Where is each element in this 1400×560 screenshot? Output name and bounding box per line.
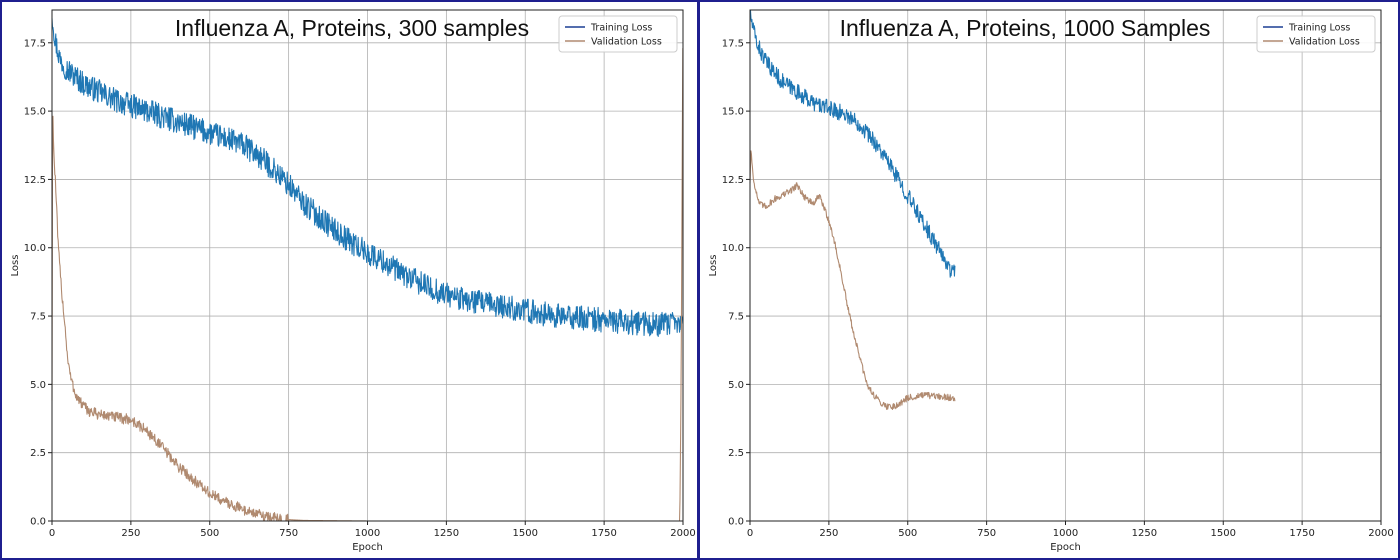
y-tick-label: 0.0 xyxy=(30,517,46,528)
legend-label: Validation Loss xyxy=(1289,37,1360,48)
x-tick-label: 250 xyxy=(121,528,140,539)
x-axis-label: Epoch xyxy=(1050,542,1081,553)
y-tick-label: 15.0 xyxy=(24,107,46,118)
legend-label: Training Loss xyxy=(590,23,652,34)
y-tick-label: 2.5 xyxy=(30,448,46,459)
x-tick-label: 0 xyxy=(49,528,55,539)
chart-right: 0 250 500 750 1000 1250 1500 1750 2000 0.0 2.5 5.0 7… xyxy=(700,2,1398,558)
legend-label: Training Loss xyxy=(1288,23,1350,34)
x-tick-label: 2000 xyxy=(670,528,695,539)
x-tick-label: 500 xyxy=(200,528,219,539)
x-tick-label: 0 xyxy=(747,528,753,539)
chart-title: Influenza A, Proteins, 1000 Samples xyxy=(840,15,1211,41)
x-tick-label: 1500 xyxy=(513,528,538,539)
y-tick-label: 7.5 xyxy=(30,312,46,323)
legend: Training Loss Validation Loss xyxy=(1257,16,1375,52)
x-tick-label: 1000 xyxy=(355,528,380,539)
x-tick-label: 750 xyxy=(279,528,298,539)
x-tick-label: 2000 xyxy=(1368,528,1393,539)
y-tick-label: 10.0 xyxy=(24,243,46,254)
x-tick-label: 250 xyxy=(819,528,838,539)
chart-panel-right: 0 250 500 750 1000 1250 1500 1750 2000 0.0 2.5 5.0 7… xyxy=(699,0,1400,560)
y-tick-label: 17.5 xyxy=(722,38,744,49)
chart-title: Influenza A, Proteins, 300 samples xyxy=(175,15,529,41)
y-axis-label: Loss xyxy=(708,255,719,277)
y-tick-label: 12.5 xyxy=(722,175,744,186)
x-tick-label: 1250 xyxy=(434,528,459,539)
chart-panel-left: 0 250 500 750 1000 1250 1500 1750 2000 0.0 2.5 5.0 7… xyxy=(0,0,699,560)
series-line-validation-loss xyxy=(750,151,955,410)
y-tick-label: 5.0 xyxy=(30,380,46,391)
y-tick-label: 2.5 xyxy=(728,448,744,459)
x-tick-label: 750 xyxy=(977,528,996,539)
series-line-training-loss xyxy=(750,10,955,277)
y-tick-label: 7.5 xyxy=(728,312,744,323)
y-axis-label: Loss xyxy=(10,255,21,277)
x-tick-label: 1250 xyxy=(1132,528,1157,539)
y-tick-label: 10.0 xyxy=(722,243,744,254)
y-tick-label: 15.0 xyxy=(722,107,744,118)
y-tick-label: 17.5 xyxy=(24,38,46,49)
x-tick-label: 1000 xyxy=(1053,528,1078,539)
x-axis-label: Epoch xyxy=(352,542,383,553)
chart-left: 0 250 500 750 1000 1250 1500 1750 2000 0.0 2.5 5.0 7… xyxy=(2,2,699,558)
y-tick-label: 12.5 xyxy=(24,175,46,186)
legend-label: Validation Loss xyxy=(591,37,662,48)
x-tick-label: 500 xyxy=(898,528,917,539)
y-tick-label: 0.0 xyxy=(728,517,744,528)
x-tick-label: 1750 xyxy=(591,528,616,539)
x-tick-label: 1750 xyxy=(1289,528,1314,539)
legend: Training Loss Validation Loss xyxy=(559,16,677,52)
x-tick-label: 1500 xyxy=(1211,528,1236,539)
y-tick-label: 5.0 xyxy=(728,380,744,391)
